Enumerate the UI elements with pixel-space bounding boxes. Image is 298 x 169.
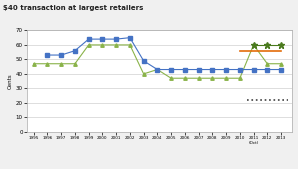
Text: $40 transaction at largest retailers: $40 transaction at largest retailers bbox=[3, 5, 143, 11]
Y-axis label: Cents: Cents bbox=[8, 73, 13, 89]
